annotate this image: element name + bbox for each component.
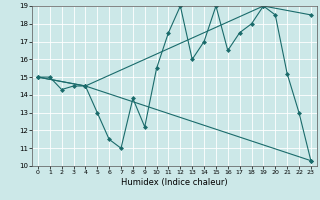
X-axis label: Humidex (Indice chaleur): Humidex (Indice chaleur) bbox=[121, 178, 228, 187]
